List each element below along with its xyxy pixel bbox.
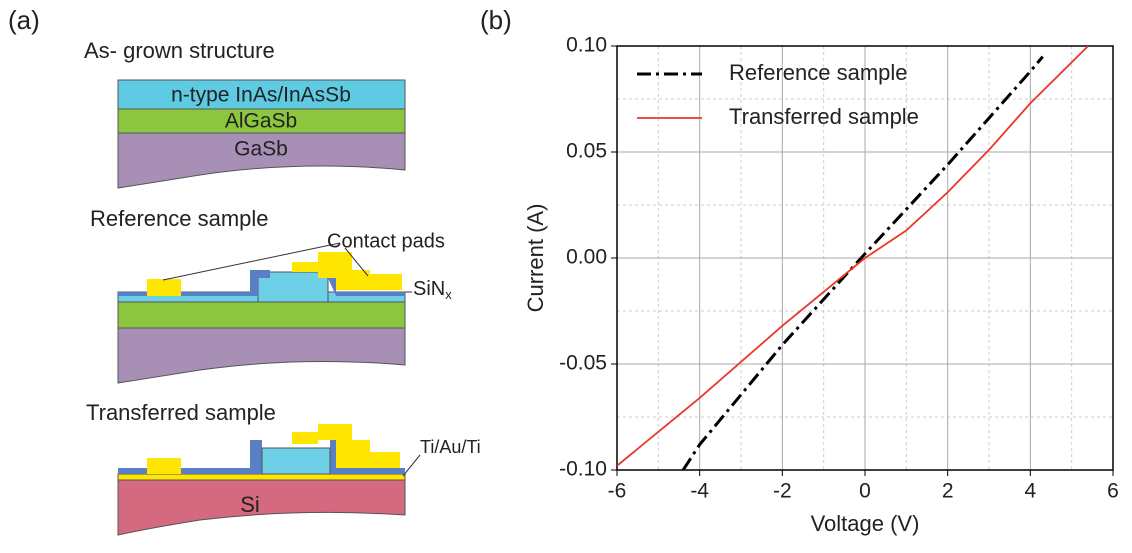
layer: [117, 108, 406, 134]
leader: [402, 454, 421, 477]
layer: [117, 301, 406, 329]
leader: [344, 247, 369, 277]
plot-frame: [616, 45, 1114, 471]
x-tick-label: -4: [690, 480, 709, 503]
layer-label: AlGaSb: [225, 110, 297, 133]
x-tick-label: -2: [773, 480, 792, 503]
contact-pad: [292, 424, 400, 468]
legend-label: Reference sample: [729, 60, 908, 85]
x-axis-label: Voltage (V): [811, 511, 920, 536]
y-tick-label: 0.00: [566, 246, 607, 269]
annotation: SiNx: [413, 278, 452, 302]
layer: [117, 327, 406, 384]
layer-label: GaSb: [234, 138, 288, 161]
y-tick-label: 0.05: [566, 140, 607, 163]
layer-label: Si: [240, 492, 260, 517]
annotation: Contact pads: [327, 230, 445, 252]
contact-pad: [147, 458, 181, 474]
y-tick-label: -0.10: [559, 458, 607, 481]
section-title: As- grown structure: [84, 38, 275, 63]
leader: [162, 242, 341, 281]
x-tick-label: 2: [942, 480, 954, 503]
section-title: Transferred sample: [86, 400, 276, 425]
contact-pad: [292, 252, 402, 290]
panel-label: (b): [480, 5, 512, 35]
x-tick-label: 0: [859, 480, 871, 503]
legend-label: Transferred sample: [729, 104, 919, 129]
y-tick-label: 0.10: [566, 34, 607, 57]
y-axis-label: Current (A): [523, 204, 548, 313]
substrate: [117, 479, 406, 536]
annotation-text: SiN: [413, 278, 445, 300]
layer: [117, 132, 406, 189]
annotation: Ti/Au/Ti: [420, 437, 481, 457]
x-tick-label: 4: [1024, 480, 1036, 503]
x-tick-label: -6: [608, 480, 627, 503]
data-line: [681, 55, 1044, 470]
layer: [117, 79, 406, 110]
x-tick-label: 6: [1107, 480, 1119, 503]
panel-label: (a): [8, 5, 40, 35]
annotation-subscript: x: [445, 287, 452, 302]
y-tick-label: -0.05: [559, 352, 607, 375]
contact-pad: [147, 279, 181, 296]
metal-layer: [117, 473, 406, 481]
data-line: [617, 46, 1089, 467]
section-title: Reference sample: [90, 206, 269, 231]
mesa: [261, 447, 331, 475]
layer-label: n-type InAs/InAsSb: [171, 84, 351, 107]
plot: -6 -4 -2 0 2 4 6 0.10 0.05 0.00 -0.05 -0.10 Voltage …: [523, 34, 1119, 536]
